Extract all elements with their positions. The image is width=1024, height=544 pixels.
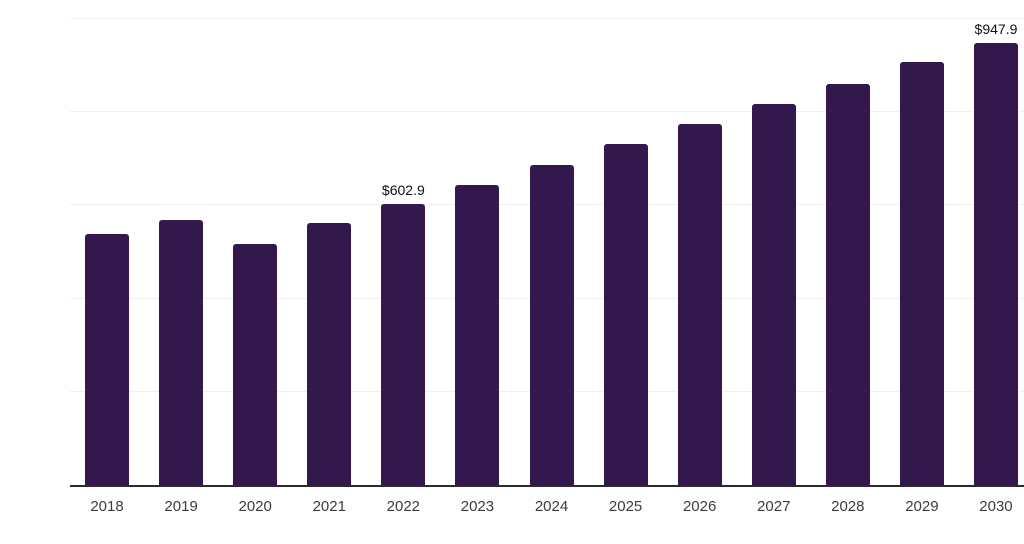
bar-2024 xyxy=(529,164,574,485)
data-label-2022: $602.9 xyxy=(381,182,425,199)
bar-2021 xyxy=(307,223,352,485)
x-tick-2025: 2025 xyxy=(608,498,643,515)
bar-slot xyxy=(70,19,144,485)
x-tick-2030: 2030 xyxy=(979,498,1013,515)
bar-2030 xyxy=(973,43,1018,485)
bar-slot xyxy=(514,19,588,485)
bar-2019 xyxy=(159,220,204,485)
bar-2020 xyxy=(233,244,278,485)
bar-2023 xyxy=(455,185,500,485)
bar-2028 xyxy=(825,84,870,485)
bar-2029 xyxy=(899,62,944,485)
x-tick-2026: 2026 xyxy=(682,498,717,515)
x-tick-2019: 2019 xyxy=(164,498,198,515)
bar-slot xyxy=(144,19,218,485)
plot-area: $602.9 $947.9 xyxy=(70,18,1024,487)
bar-slot xyxy=(885,19,959,485)
bar-slot xyxy=(663,19,737,485)
bar-slot xyxy=(292,19,366,485)
x-axis-tick-labels: 2018 2019 2020 2021 2022 2023 2024 2025 2026 2027… xyxy=(70,497,1024,517)
x-tick-2024: 2024 xyxy=(534,498,569,515)
bar-slot xyxy=(218,19,292,485)
x-tick-2021: 2021 xyxy=(312,498,346,515)
x-tick-2023: 2023 xyxy=(460,498,495,515)
x-tick-2028: 2028 xyxy=(831,498,865,515)
data-label-2030: $947.9 xyxy=(974,21,1018,38)
x-tick-2027: 2027 xyxy=(757,498,791,515)
bar-slot xyxy=(737,19,811,485)
bar-2026 xyxy=(677,124,722,485)
gridline xyxy=(70,18,1024,19)
bar-slot xyxy=(811,19,885,485)
x-tick-2029: 2029 xyxy=(905,498,939,515)
bar-2022 xyxy=(381,204,426,485)
x-tick-2018: 2018 xyxy=(90,498,124,515)
bar-2025 xyxy=(603,144,648,485)
bar-slot xyxy=(440,19,514,485)
bar-chart: $602.9 $947.9 2018 2019 2020 2021 2022 2023 202… xyxy=(40,16,1024,528)
bar-slots: $602.9 $947.9 xyxy=(70,19,1024,485)
gridline xyxy=(70,111,1024,113)
x-axis-line xyxy=(70,485,1024,487)
bar-2027 xyxy=(751,104,796,485)
bar-2018 xyxy=(85,234,130,485)
bar-slot: $947.9 xyxy=(959,19,1024,485)
bar-slot xyxy=(589,19,663,485)
x-tick-2020: 2020 xyxy=(238,498,272,515)
x-tick-2022: 2022 xyxy=(386,498,421,515)
bar-slot: $602.9 xyxy=(366,19,440,485)
